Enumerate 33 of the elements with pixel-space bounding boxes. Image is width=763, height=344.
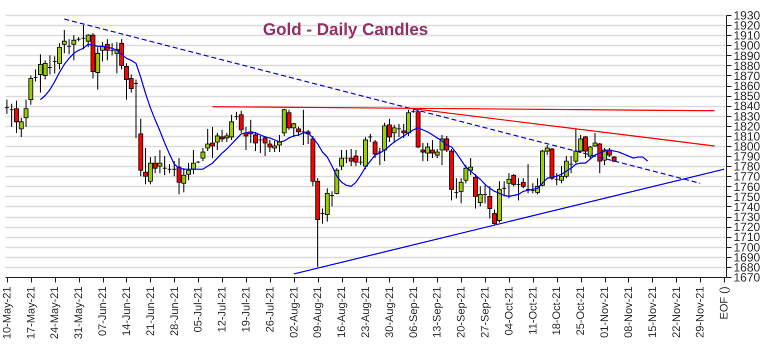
x-tick-label: 14-Jun-21: [120, 286, 133, 336]
x-tick-label: 09-Aug-21: [312, 286, 324, 338]
x-tick-label: 19-Jul-21: [240, 286, 252, 332]
x-tick-label: 10-May-21: [1, 286, 14, 340]
x-tick-label: 30-Aug-21: [384, 286, 396, 338]
x-tick-label: 20-Sep-21: [456, 286, 468, 338]
x-tick-label: 13-Sep-21: [432, 286, 444, 338]
x-tick-label: 08-Nov-21: [622, 286, 635, 338]
chart-title: Gold - Daily Candles: [262, 20, 428, 39]
x-tick-label: 17-May-21: [25, 286, 38, 340]
x-tick-label: 29-Nov-21: [694, 286, 707, 338]
x-tick-label: 26-Jul-21: [264, 286, 276, 332]
x-tick-label: 21-Jun-21: [144, 286, 157, 336]
x-tick-label: 18-Oct-21: [551, 286, 564, 336]
x-tick-label: 06-Sep-21: [408, 286, 420, 338]
x-tick-label: 02-Aug-21: [288, 286, 300, 338]
x-tick-label: 01-Nov-21: [599, 286, 612, 338]
x-tick-label: 07-Jun-21: [97, 286, 110, 336]
x-tick-label: 16-Aug-21: [336, 286, 348, 338]
x-tick-label: 23-Aug-21: [360, 286, 372, 338]
x-tick-label: 24-May-21: [49, 286, 62, 340]
x-tick-label: EOF (): [718, 286, 731, 320]
y-tick-label: 1930: [734, 8, 761, 22]
x-tick-label: 28-Jun-21: [168, 286, 181, 336]
x-tick-label: 04-Oct-21: [503, 286, 516, 336]
x-tick-label: 05-Jul-21: [192, 286, 205, 332]
x-tick-label: 15-Nov-21: [646, 286, 659, 338]
x-tick-label: 27-Sep-21: [480, 286, 492, 338]
x-tick-label: 12-Jul-21: [216, 286, 229, 332]
x-tick-label: 25-Oct-21: [575, 286, 588, 336]
x-tick-label: 11-Oct-21: [527, 286, 540, 335]
x-tick-label: 22-Nov-21: [670, 286, 683, 338]
x-tick-label: 31-May-21: [73, 286, 86, 340]
